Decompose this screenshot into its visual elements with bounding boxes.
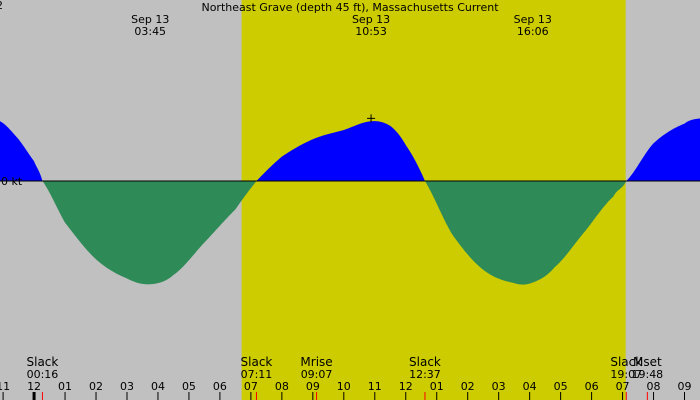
peak-time-label: 03:45 [134, 25, 166, 38]
hour-tick-label: 11 [368, 380, 382, 393]
hour-tick-label: 09 [306, 380, 320, 393]
hour-tick-label: 09 [678, 380, 692, 393]
hour-tick-label: 11 [0, 380, 10, 393]
hour-tick-label: 03 [120, 380, 134, 393]
hour-tick-label: 02 [89, 380, 103, 393]
hour-tick-label: 04 [151, 380, 165, 393]
event-name-label: Slack [241, 355, 273, 369]
hour-tick-label: 08 [275, 380, 289, 393]
event-name-label: Slack [27, 355, 59, 369]
event-time-label: 19:48 [631, 368, 663, 381]
peak-date-label: Sep 13 [131, 13, 169, 26]
event-time-label: 00:16 [27, 368, 59, 381]
hour-axis: 11 12 01 02 03 04 05 06 07 08 09 10 11 12 01 02 03 04 05 06… [0, 380, 692, 400]
hour-tick-label: 04 [523, 380, 537, 393]
hour-tick-label: 06 [213, 380, 227, 393]
peak-date-label: Sep 13 [514, 13, 552, 26]
event-time-label: 12:37 [409, 368, 441, 381]
flood-current-area [0, 118, 700, 181]
event-name-label: Slack [610, 355, 642, 369]
event-name-label: Mset [633, 355, 662, 369]
event-time-label: 07:11 [241, 368, 273, 381]
bottom-events-group: Slack00:16Slack07:11Mrise09:07Slack12:37… [27, 355, 664, 381]
hour-tick-label: 12 [27, 380, 41, 393]
hour-tick-label: 03 [492, 380, 506, 393]
peak-time-label: 10:53 [355, 25, 387, 38]
event-time-label: 09:07 [301, 368, 333, 381]
event-name-label: Mrise [300, 355, 332, 369]
peak-date-label: Sep 13 [352, 13, 390, 26]
hour-tick-label: 06 [585, 380, 599, 393]
hour-tick-label: 02 [461, 380, 475, 393]
hour-tick-label: 05 [554, 380, 568, 393]
ebb-current-area [0, 181, 700, 285]
max-flood-marker [367, 114, 376, 123]
hour-tick-label: 10 [337, 380, 351, 393]
event-name-label: Slack [409, 355, 441, 369]
event-time-label: 19:07 [610, 368, 642, 381]
chart-title: Northeast Grave (depth 45 ft), Massachus… [201, 1, 499, 14]
hour-tick-label: 08 [647, 380, 661, 393]
hour-tick-label: 01 [430, 380, 444, 393]
hour-tick-label: 05 [182, 380, 196, 393]
hour-tick-label: 01 [58, 380, 72, 393]
hour-tick-label: 12 [399, 380, 413, 393]
hour-tick-label: 07 [616, 380, 630, 393]
left-edge-label: 2 [0, 0, 3, 12]
zero-kt-label: 0 kt [1, 175, 23, 188]
hour-tick-label: 07 [244, 380, 258, 393]
peak-time-label: 16:06 [517, 25, 549, 38]
